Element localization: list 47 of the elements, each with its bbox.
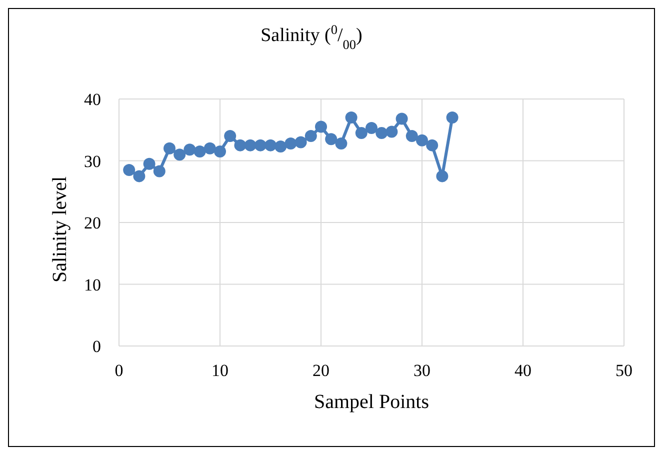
x-tick-label: 20 bbox=[312, 361, 330, 380]
point bbox=[416, 134, 428, 146]
point bbox=[224, 130, 236, 142]
point bbox=[406, 130, 418, 142]
point bbox=[174, 148, 186, 161]
point bbox=[244, 139, 256, 152]
point bbox=[194, 145, 206, 158]
chart-title: Salinity ($^{0}$/$_{00}$) bbox=[260, 22, 362, 52]
x-tick-label: 0 bbox=[114, 361, 124, 380]
point bbox=[123, 164, 136, 176]
point bbox=[284, 137, 297, 150]
point bbox=[153, 165, 166, 178]
point bbox=[325, 133, 338, 146]
y-tick-label: 0 bbox=[92, 337, 101, 356]
point bbox=[274, 140, 287, 153]
point bbox=[315, 120, 327, 133]
point bbox=[294, 136, 307, 148]
point bbox=[366, 122, 378, 134]
point bbox=[234, 139, 246, 152]
y-axis-title: Salinity level bbox=[49, 176, 72, 282]
point bbox=[426, 139, 438, 152]
point bbox=[143, 158, 156, 170]
point bbox=[133, 170, 146, 182]
point bbox=[376, 126, 388, 139]
point bbox=[164, 142, 176, 154]
point bbox=[436, 170, 448, 182]
x-tick-label: 40 bbox=[514, 361, 532, 380]
point bbox=[264, 139, 276, 152]
point bbox=[396, 112, 408, 125]
x-tick-label: 30 bbox=[414, 361, 430, 380]
point bbox=[304, 130, 317, 142]
point bbox=[184, 144, 196, 156]
x-tick-label: 10 bbox=[212, 361, 228, 380]
point bbox=[386, 126, 398, 138]
point bbox=[335, 137, 348, 150]
y-tick-label: 20 bbox=[84, 214, 101, 233]
y-tick-label: 10 bbox=[84, 275, 101, 294]
point bbox=[214, 145, 226, 158]
point bbox=[254, 139, 266, 152]
point bbox=[446, 112, 458, 124]
x-tick-label: 50 bbox=[616, 361, 632, 380]
point bbox=[345, 112, 358, 124]
x-axis-title: Sampel Points bbox=[314, 391, 430, 413]
y-tick-label: 30 bbox=[84, 152, 101, 171]
y-tick-label: 40 bbox=[84, 90, 101, 110]
point bbox=[204, 142, 216, 154]
point bbox=[355, 126, 368, 139]
